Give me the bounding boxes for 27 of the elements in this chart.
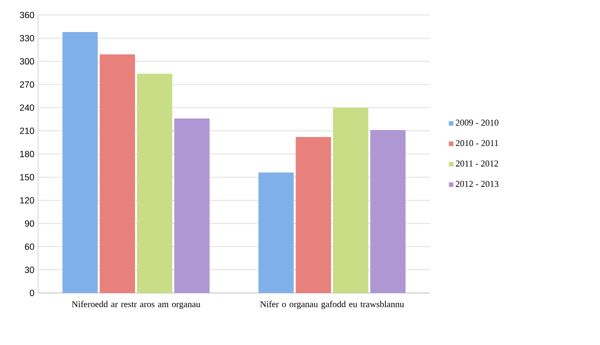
y-tick-label: 90: [24, 220, 34, 227]
legend-label: 2009 - 2010: [456, 120, 498, 126]
bar: [258, 172, 294, 293]
legend-label: 2010 - 2011: [456, 140, 498, 146]
y-tick-label: 0: [30, 290, 34, 296]
legend-label: 2011 - 2012: [456, 160, 498, 167]
legend-label: 2012 - 2013: [456, 180, 498, 187]
bar: [333, 108, 368, 293]
bar: [370, 130, 406, 293]
bar: [296, 137, 332, 293]
y-tick-label: 270: [20, 81, 34, 88]
y-tick-label: 180: [20, 150, 34, 158]
y-tick-label: 300: [20, 58, 34, 65]
y-tick-label: 210: [20, 128, 34, 134]
y-tick-label: 120: [20, 197, 34, 204]
bar: [100, 54, 136, 293]
y-tick-label: 150: [20, 174, 34, 180]
bar: [62, 32, 98, 293]
y-tick-label: 360: [20, 12, 34, 18]
y-tick-label: 240: [20, 104, 34, 111]
x-tick-label: Nifer o organau gafodd eu trawsblannu: [260, 300, 404, 310]
bar: [136, 74, 172, 293]
bar: [174, 118, 210, 293]
y-tick-label: 60: [24, 243, 34, 250]
y-tick-label: 30: [24, 266, 34, 274]
x-tick-label: Niferoedd ar restr aros am organau: [72, 300, 200, 310]
y-tick-label: 330: [20, 34, 34, 42]
